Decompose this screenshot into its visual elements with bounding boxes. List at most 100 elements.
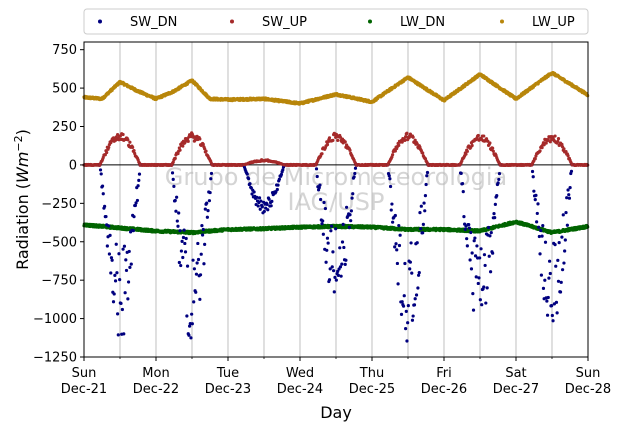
sw-dn-point: [554, 300, 559, 304]
sw-dn-point: [205, 215, 209, 219]
sw-dn-point: [180, 239, 184, 243]
sw-dn-point: [179, 263, 183, 268]
sw-dn-point: [113, 273, 117, 277]
sw-dn-point: [121, 247, 125, 251]
sw-dn-point: [184, 236, 188, 241]
sw-up-point: [411, 135, 415, 139]
sw-up-point: [491, 149, 495, 153]
sw-dn-point: [279, 172, 284, 177]
sw-up-point: [482, 134, 486, 138]
sw-up-point: [204, 149, 208, 153]
sw-up-point: [421, 151, 425, 155]
sw-dn-point: [276, 183, 280, 187]
sw-dn-point: [411, 314, 415, 318]
sw-dn-point: [190, 312, 194, 316]
sw-dn-point: [126, 280, 131, 284]
sw-dn-point: [468, 258, 472, 262]
sw-dn-point: [483, 263, 487, 268]
sw-dn-point: [412, 303, 417, 307]
sw-dn-point: [191, 258, 195, 262]
watermark-line-2: IAG/USP: [287, 188, 384, 216]
sw-dn-point: [182, 228, 186, 232]
sw-dn-point: [533, 198, 537, 202]
sw-dn-point: [260, 205, 264, 209]
sw-dn-point: [183, 241, 187, 246]
sw-up-point: [131, 145, 135, 149]
sw-up-point: [210, 163, 214, 167]
sw-dn-point: [209, 171, 214, 176]
sw-dn-point: [196, 241, 200, 246]
y-axis-label-text: Radiation (: [13, 183, 32, 270]
sw-dn-point: [463, 227, 467, 231]
sw-dn-point: [114, 242, 118, 246]
sw-dn-point: [267, 197, 271, 201]
sw-dn-point: [408, 260, 412, 264]
y-axis-unit: Wm: [13, 152, 32, 183]
sw-dn-point: [115, 271, 119, 275]
sw-dn-point: [111, 300, 116, 304]
sw-dn-point: [492, 212, 496, 216]
sw-dn-point: [485, 286, 489, 290]
sw-dn-point: [202, 262, 206, 266]
sw-up-point: [181, 144, 185, 148]
sw-dn-point: [325, 236, 330, 240]
sw-dn-point: [245, 172, 249, 176]
y-axis-label: Radiation (Wm−2): [12, 129, 32, 270]
sw-dn-point: [129, 262, 133, 266]
sw-dn-point: [410, 318, 415, 322]
sw-dn-point: [198, 273, 203, 277]
sw-dn-point: [205, 201, 209, 205]
sw-dn-point: [405, 339, 409, 343]
sw-dn-point: [107, 252, 112, 256]
sw-up-point: [397, 143, 401, 148]
sw-dn-point: [175, 219, 179, 223]
sw-up-point: [354, 163, 358, 167]
sw-dn-point: [109, 271, 113, 275]
sw-dn-point: [399, 312, 404, 316]
sw-dn-point: [350, 196, 354, 200]
sw-dn-point: [564, 210, 568, 215]
sw-dn-point: [419, 204, 423, 208]
sw-dn-point: [203, 207, 207, 211]
sw-dn-point: [137, 172, 142, 176]
legend: SW_DN SW_UP LW_DN LW_UP: [83, 8, 589, 35]
sw-dn-point: [200, 223, 204, 228]
sw-up-point: [132, 149, 136, 153]
sw-up-point: [343, 140, 347, 144]
sw-dn-point: [326, 241, 330, 245]
sw-dn-point: [425, 174, 429, 178]
sw-dn-point: [123, 291, 127, 295]
sw-dn-point: [550, 313, 554, 318]
sw-dn-point: [266, 208, 270, 212]
y-tick-label: −1250: [33, 351, 77, 366]
legend-label: LW_UP: [532, 15, 575, 30]
sw-dn-point: [99, 172, 103, 176]
sw-dn-point: [465, 237, 469, 241]
sw-up-point: [405, 131, 409, 135]
x-tick-date: Dec-25: [349, 382, 395, 397]
sw-dn-point: [122, 244, 127, 248]
sw-up-point: [426, 163, 430, 167]
sw-dn-point: [194, 290, 198, 294]
sw-dn-point: [555, 311, 559, 315]
sw-dn-point: [116, 312, 120, 316]
sw-dn-point: [341, 222, 345, 226]
sw-dn-point: [320, 222, 324, 226]
y-axis-label-close: ): [13, 129, 32, 135]
sw-dn-point: [177, 211, 181, 215]
sw-up-point: [553, 134, 557, 138]
sw-dn-point: [277, 177, 281, 181]
sw-dn-point: [467, 223, 471, 227]
sw-dn-point: [536, 202, 540, 206]
sw-dn-point: [488, 270, 493, 274]
sw-dn-point: [497, 172, 502, 176]
sw-dn-point: [390, 202, 394, 206]
sw-dn-point: [406, 321, 410, 325]
sw-dn-point: [344, 258, 348, 262]
sw-dn-point: [548, 271, 552, 276]
sw-dn-point: [471, 308, 476, 312]
sw-dn-point: [259, 199, 263, 203]
sw-dn-point: [543, 278, 547, 282]
sw-dn-point: [470, 251, 474, 255]
sw-up-point: [476, 133, 480, 138]
